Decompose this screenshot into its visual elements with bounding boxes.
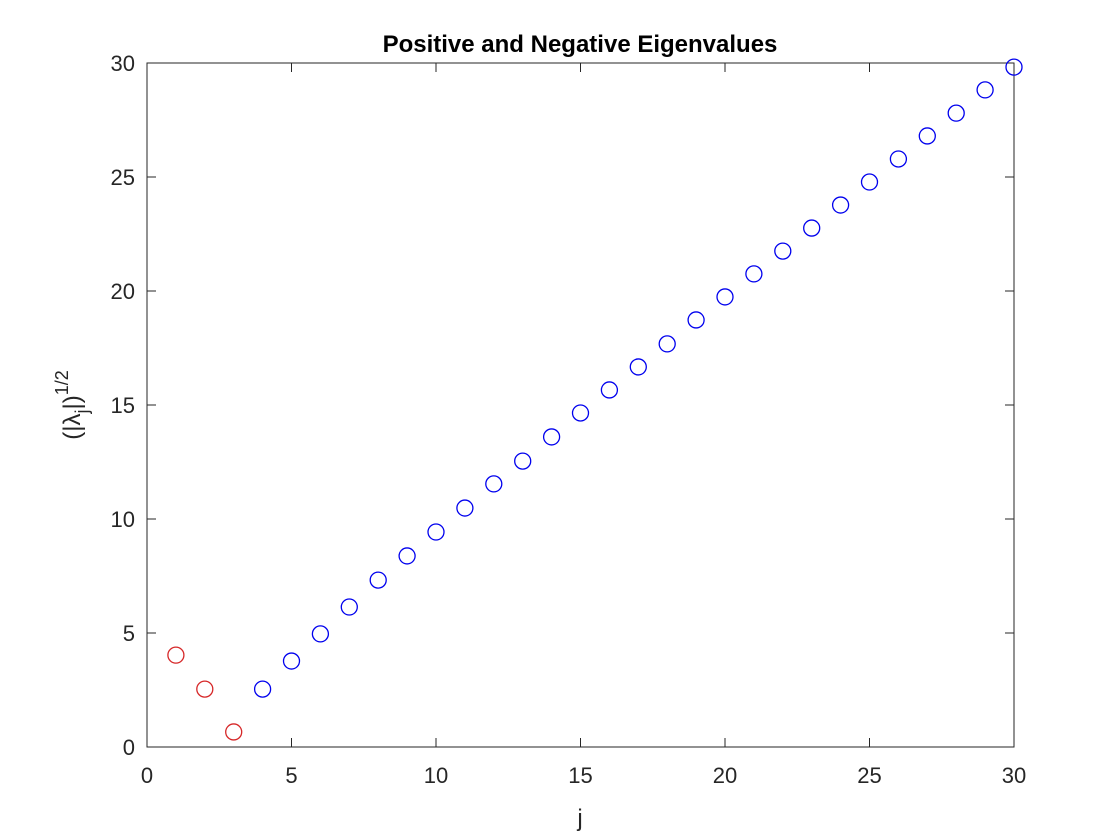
point xyxy=(282,652,301,670)
point xyxy=(918,127,936,145)
point xyxy=(571,404,590,422)
x-tick-label: 25 xyxy=(857,763,881,788)
point xyxy=(831,196,850,214)
point xyxy=(745,265,763,283)
x-tick-label: 0 xyxy=(141,763,153,788)
point xyxy=(340,598,358,616)
point xyxy=(860,173,879,191)
point xyxy=(947,104,965,122)
y-tick-label: 5 xyxy=(123,621,135,646)
point xyxy=(629,358,647,376)
point xyxy=(225,723,243,741)
chart-title: Positive and Negative Eigenvalues xyxy=(383,31,778,58)
point xyxy=(774,242,792,260)
point xyxy=(658,335,676,353)
point xyxy=(514,452,532,470)
y-tick-label: 15 xyxy=(111,393,135,418)
point xyxy=(687,311,705,329)
x-tick-label: 15 xyxy=(568,763,592,788)
point xyxy=(253,680,272,698)
point xyxy=(716,288,734,306)
point xyxy=(889,150,908,168)
point xyxy=(369,571,387,589)
point xyxy=(167,646,185,664)
point xyxy=(427,523,445,541)
x-tick-label: 20 xyxy=(713,763,737,788)
y-tick-label: 0 xyxy=(123,735,135,760)
y-tick-label: 30 xyxy=(111,51,135,76)
y-tick-label: 10 xyxy=(111,507,135,532)
point xyxy=(311,625,330,643)
point xyxy=(542,428,561,446)
x-tick-label: 30 xyxy=(1002,763,1026,788)
y-label-close: |) xyxy=(59,395,86,409)
point xyxy=(976,81,994,99)
point xyxy=(1005,58,1023,76)
point xyxy=(398,547,416,565)
y-axis-label: (|λj|)1/2 xyxy=(52,370,92,440)
point xyxy=(485,475,503,493)
point xyxy=(600,381,619,399)
point xyxy=(456,499,474,517)
x-axis-label: j xyxy=(576,805,582,832)
y-label-sup: 1/2 xyxy=(52,370,72,395)
y-label-open: (|λ xyxy=(59,414,86,440)
point xyxy=(803,219,821,237)
point xyxy=(196,680,214,698)
x-tick-label: 5 xyxy=(285,763,297,788)
x-tick-label: 10 xyxy=(424,763,448,788)
y-tick-label: 20 xyxy=(111,279,135,304)
y-label-sub: j xyxy=(72,410,92,415)
y-tick-label: 25 xyxy=(111,165,135,190)
